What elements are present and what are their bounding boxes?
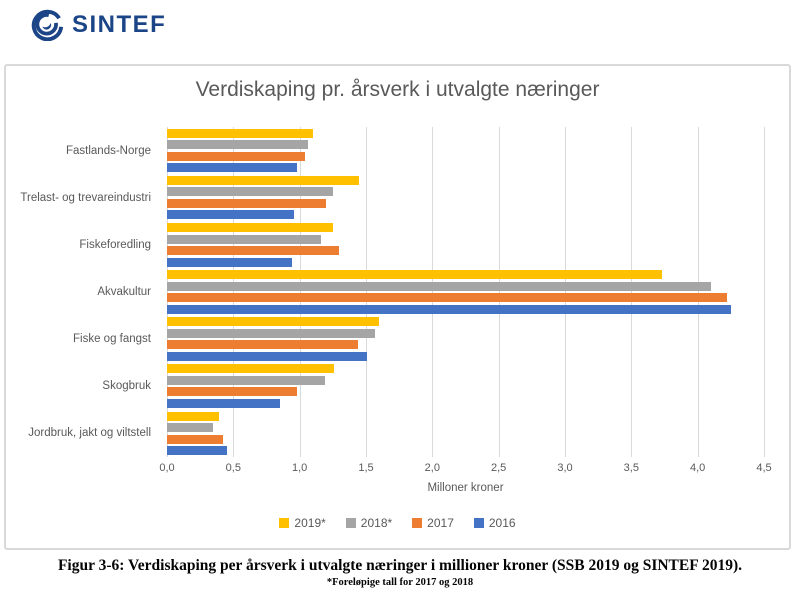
bar-2017-1 [167, 198, 327, 208]
category-label: Akvakultur [97, 285, 151, 298]
gridline [565, 127, 566, 457]
bar-2019-1 [167, 175, 360, 185]
category-label: Fiske og fangst [73, 333, 151, 346]
x-tick-label: 2,0 [424, 462, 440, 474]
bar-group [167, 410, 764, 457]
bar-2017-3 [167, 293, 727, 303]
bar-2018-2 [167, 234, 321, 244]
legend-swatch [473, 518, 484, 528]
chart-title: Verdiskaping pr. årsverk i utvalgte næri… [195, 78, 600, 101]
bar-2019-2 [167, 223, 333, 233]
bar-2016-1 [167, 210, 295, 220]
bar-2019-4 [167, 317, 380, 327]
x-tick-label: 3,0 [557, 462, 573, 474]
sintef-logo: SINTEF [30, 8, 166, 41]
legend-label: 2016 [488, 516, 516, 530]
figure-caption-footnote: *Foreløpige tall for 2017 og 2018 [326, 577, 474, 588]
chart-legend: 2019* 2018* 2017 2016 [6, 516, 789, 530]
x-tick-label: 1,5 [358, 462, 374, 474]
category-label: Trelast- og trevareindustri [20, 191, 151, 204]
bar-2018-1 [167, 187, 333, 197]
x-tick-label: 0,0 [159, 462, 175, 474]
chart-frame: Verdiskaping pr. årsverk i utvalgte næri… [4, 64, 791, 550]
gridline [631, 127, 633, 457]
legend-item-2019: 2019* [279, 516, 326, 530]
x-tick-label: 1,0 [292, 462, 308, 474]
x-tick-label: 4,5 [756, 462, 772, 474]
legend-item-2018: 2018* [345, 516, 393, 530]
x-tick-label: 0,5 [225, 462, 241, 474]
gridline [366, 127, 367, 457]
x-tick-label: 2,5 [491, 462, 507, 474]
legend-item-2016: 2016 [473, 516, 516, 530]
gridline [167, 127, 168, 457]
legend-swatch [345, 518, 356, 528]
bar-2019-5 [167, 364, 335, 374]
bar-2018-0 [167, 140, 308, 150]
bar-2016-6 [167, 446, 227, 456]
bar-2019-3 [167, 270, 662, 280]
category-label: Fiskeforedling [79, 238, 151, 251]
bar-2019-0 [167, 128, 313, 138]
gridline [498, 127, 500, 457]
gridline [697, 127, 699, 457]
sintef-swirl-icon [31, 9, 63, 41]
bar-2017-0 [167, 151, 305, 161]
category-axis: Fastlands-Norge Trelast- og trevareindust… [6, 127, 159, 457]
x-tick-label: 3,5 [623, 462, 639, 474]
bar-2018-6 [167, 423, 214, 433]
legend-swatch [279, 518, 290, 528]
category-label: Fastlands-Norge [65, 144, 151, 157]
legend-item-2017: 2017 [412, 516, 454, 530]
bar-2016-5 [167, 398, 280, 408]
bar-2017-5 [167, 387, 297, 397]
bar-2016-3 [167, 304, 731, 314]
legend-label: 2018* [360, 516, 393, 530]
gridline [432, 127, 434, 457]
figure-caption-title: Figur 3-6: Verdiskaping per årsverk i ut… [57, 557, 743, 574]
bar-group [167, 221, 764, 268]
bar-group [167, 363, 764, 410]
legend-label: 2017 [427, 516, 454, 530]
bar-2016-4 [167, 351, 368, 361]
gridline [233, 127, 235, 457]
bar-2017-6 [167, 434, 223, 444]
bar-2018-4 [167, 328, 376, 338]
bar-2016-2 [167, 257, 292, 267]
category-label: Jordbruk, jakt og viltstell [28, 427, 151, 440]
gridline [299, 127, 301, 457]
figure-caption: Figur 3-6: Verdiskaping per årsverk i ut… [0, 556, 800, 590]
x-tick-label: 4,0 [690, 462, 706, 474]
bar-group [167, 268, 764, 315]
plot-area [167, 127, 765, 457]
sintef-logo-text: SINTEF [72, 10, 167, 38]
gridline [764, 127, 765, 457]
bar-2017-2 [167, 246, 340, 256]
x-axis-title: Milloner kroner [427, 482, 504, 494]
bar-2017-4 [167, 340, 359, 350]
bar-2018-5 [167, 375, 325, 385]
legend-swatch [412, 518, 423, 528]
bar-group [167, 316, 764, 363]
bar-group [167, 127, 764, 174]
legend-label: 2019* [294, 516, 326, 530]
x-axis: 0,0 0,5 1,0 1,5 2,0 2,5 3,0 3,5 4,0 4,5 [159, 462, 771, 476]
bar-2016-0 [167, 163, 297, 173]
bar-2018-3 [167, 281, 711, 291]
category-label: Skogbruk [102, 380, 151, 393]
bar-group [167, 174, 764, 221]
bar-2019-6 [167, 411, 219, 421]
